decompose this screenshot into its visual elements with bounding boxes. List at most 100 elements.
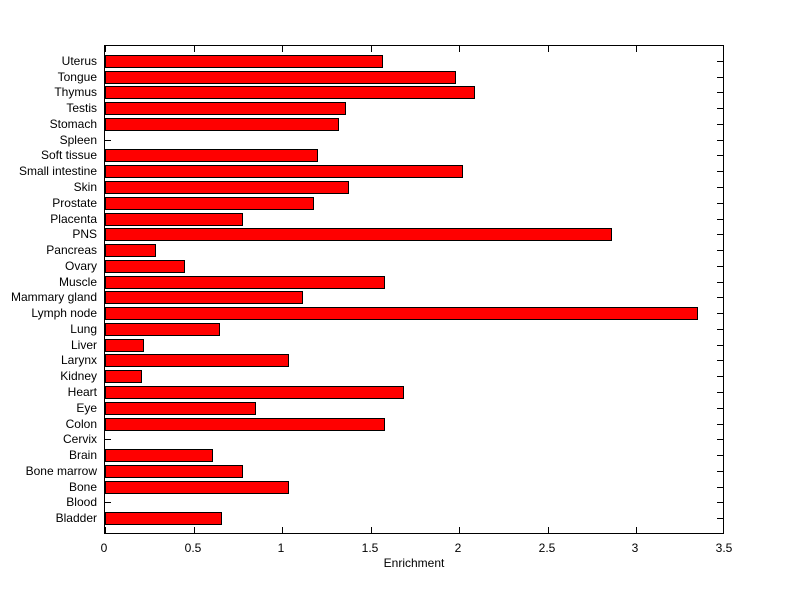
y-tick-mark-right — [717, 329, 723, 330]
y-tick-label-colon: Colon — [65, 417, 97, 431]
y-tick-label-placenta: Placenta — [50, 212, 97, 226]
y-tick-mark-right — [717, 502, 723, 503]
bar-heart — [105, 386, 404, 399]
y-tick-label-kidney: Kidney — [60, 369, 97, 383]
x-tick-label-2-5: 2.5 — [538, 541, 556, 555]
x-tick-label-3-5: 3.5 — [715, 541, 733, 555]
bar-testis — [105, 102, 346, 115]
x-tick-mark-top — [548, 46, 549, 52]
y-tick-mark-right — [717, 376, 723, 377]
y-tick-mark-right — [717, 345, 723, 346]
y-tick-mark-left — [105, 502, 111, 503]
bar-small-intestine — [105, 165, 463, 178]
y-tick-mark-right — [717, 219, 723, 220]
x-tick-label-0-5: 0.5 — [184, 541, 202, 555]
y-tick-label-lymph-node: Lymph node — [31, 306, 97, 320]
x-tick-mark-bottom — [459, 527, 460, 533]
y-tick-mark-left — [105, 140, 111, 141]
y-tick-label-stomach: Stomach — [49, 117, 97, 131]
y-tick-label-soft-tissue: Soft tissue — [40, 148, 97, 162]
bar-lung — [105, 323, 220, 336]
y-tick-label-lung: Lung — [70, 322, 97, 336]
x-tick-mark-bottom — [723, 527, 724, 533]
y-tick-mark-right — [717, 187, 723, 188]
y-tick-mark-right — [717, 92, 723, 93]
bar-kidney — [105, 370, 142, 383]
y-tick-mark-right — [717, 234, 723, 235]
bar-placenta — [105, 213, 243, 226]
y-tick-label-tongue: Tongue — [57, 70, 97, 84]
y-tick-mark-right — [717, 203, 723, 204]
y-tick-label-bladder: Bladder — [55, 511, 97, 525]
y-tick-mark-right — [717, 155, 723, 156]
x-tick-mark-top — [371, 46, 372, 52]
y-tick-mark-right — [717, 297, 723, 298]
y-tick-label-ovary: Ovary — [64, 259, 97, 273]
bar-skin — [105, 181, 349, 194]
y-tick-mark-right — [717, 282, 723, 283]
bar-muscle — [105, 276, 385, 289]
y-tick-label-larynx: Larynx — [60, 353, 97, 367]
y-tick-mark-right — [717, 77, 723, 78]
y-tick-mark-right — [717, 518, 723, 519]
x-tick-mark-top — [105, 46, 106, 52]
y-tick-label-bone-marrow: Bone marrow — [25, 464, 97, 478]
y-tick-mark-right — [717, 61, 723, 62]
y-tick-mark-right — [717, 471, 723, 472]
bar-mammary-gland — [105, 291, 303, 304]
y-tick-label-spleen: Spleen — [59, 133, 97, 147]
y-tick-mark-right — [717, 266, 723, 267]
bar-colon — [105, 418, 385, 431]
y-tick-label-mammary-gland: Mammary gland — [10, 290, 97, 304]
y-tick-mark-right — [717, 313, 723, 314]
bar-thymus — [105, 86, 475, 99]
bar-ovary — [105, 260, 185, 273]
y-tick-label-thymus: Thymus — [54, 85, 97, 99]
x-tick-mark-top — [194, 46, 195, 52]
y-tick-label-pancreas: Pancreas — [46, 243, 97, 257]
x-tick-mark-bottom — [371, 527, 372, 533]
bar-pancreas — [105, 244, 156, 257]
x-tick-mark-bottom — [105, 527, 106, 533]
y-tick-label-heart: Heart — [67, 385, 97, 399]
y-tick-label-cervix: Cervix — [62, 432, 97, 446]
bar-stomach — [105, 118, 339, 131]
bar-liver — [105, 339, 144, 352]
y-tick-label-blood: Blood — [66, 495, 97, 509]
x-tick-mark-top — [723, 46, 724, 52]
y-tick-mark-right — [717, 124, 723, 125]
y-tick-mark-right — [717, 360, 723, 361]
y-tick-mark-right — [717, 424, 723, 425]
y-tick-label-uterus: Uterus — [61, 54, 97, 68]
x-tick-mark-top — [636, 46, 637, 52]
y-tick-label-bone: Bone — [68, 480, 97, 494]
bar-bone — [105, 481, 289, 494]
y-tick-label-testis: Testis — [66, 101, 97, 115]
bar-bone-marrow — [105, 465, 243, 478]
y-tick-mark-right — [717, 455, 723, 456]
bar-eye — [105, 402, 256, 415]
bar-soft-tissue — [105, 149, 318, 162]
y-tick-mark-right — [717, 392, 723, 393]
bar-pns — [105, 228, 612, 241]
y-tick-mark-right — [717, 408, 723, 409]
x-tick-mark-bottom — [548, 527, 549, 533]
x-axis-label: Enrichment — [383, 556, 445, 570]
x-tick-mark-bottom — [194, 527, 195, 533]
y-tick-mark-right — [717, 140, 723, 141]
plot-area — [104, 45, 724, 534]
x-tick-mark-bottom — [636, 527, 637, 533]
y-tick-label-muscle: Muscle — [58, 275, 97, 289]
bar-prostate — [105, 197, 314, 210]
y-tick-label-pns: PNS — [72, 227, 97, 241]
y-tick-label-prostate: Prostate — [52, 196, 97, 210]
y-tick-mark-right — [717, 171, 723, 172]
bar-larynx — [105, 354, 289, 367]
x-tick-label-1: 1 — [277, 541, 285, 555]
y-tick-label-skin: Skin — [73, 180, 97, 194]
y-tick-mark-right — [717, 108, 723, 109]
y-tick-label-small-intestine: Small intestine — [18, 164, 97, 178]
y-tick-mark-right — [717, 487, 723, 488]
x-tick-mark-top — [282, 46, 283, 52]
